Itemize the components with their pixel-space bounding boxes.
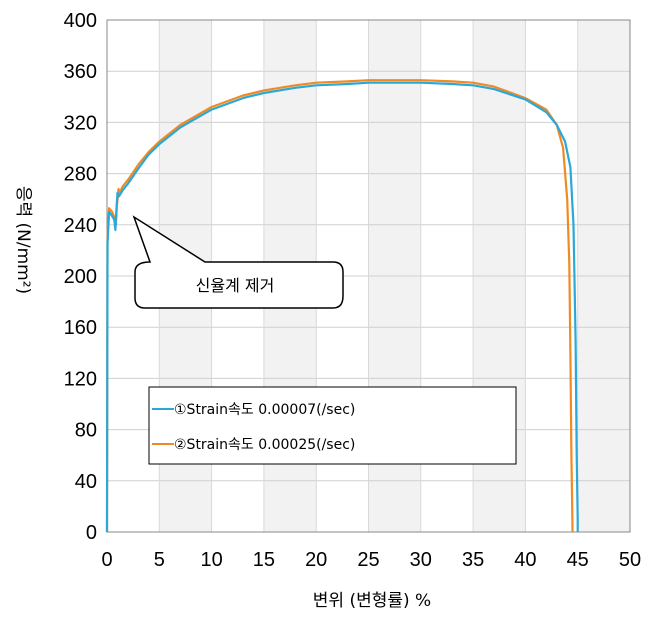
legend-box: [148, 386, 517, 465]
x-tick-label: 40: [514, 549, 536, 571]
callout-bubble: [132, 215, 344, 309]
x-tick-label: 35: [462, 549, 484, 571]
y-tick-label: 0: [86, 522, 97, 544]
x-tick-label: 50: [619, 549, 641, 571]
series-layer: [105, 79, 579, 533]
x-tick-label: 15: [253, 549, 275, 571]
y-tick-label: 200: [64, 266, 97, 288]
y-tick-label: 360: [64, 61, 97, 83]
y-axis-ticks: 0 40 80 120 160 200 240 280 320 360 400: [64, 10, 97, 544]
x-axis-title: 변위 (변형률) %: [313, 591, 431, 611]
y-tick-label: 280: [64, 164, 97, 186]
x-tick-label: 45: [567, 549, 589, 571]
x-tick-label: 5: [154, 549, 165, 571]
callout-text: 신율계 제거: [196, 276, 275, 295]
x-tick-label: 25: [357, 549, 379, 571]
y-tick-label: 320: [64, 112, 97, 134]
y-tick-label: 80: [75, 420, 97, 442]
legend-label-1: ①Strain속도 0.00007(/sec): [174, 402, 355, 418]
legend: ①Strain속도 0.00007(/sec) ②Strain속도 0.0002…: [148, 386, 517, 465]
y-tick-label: 120: [64, 368, 97, 390]
legend-label-2: ②Strain속도 0.00025(/sec): [174, 437, 355, 453]
y-tick-label: 160: [64, 317, 97, 339]
x-tick-label: 30: [410, 549, 432, 571]
y-axis-title: 응력 (N/mm²): [13, 186, 33, 294]
series-line-1: [105, 81, 579, 533]
x-axis-ticks: 0 5 10 15 20 25 30 35 40 45 50: [101, 549, 641, 571]
x-tick-label: 20: [305, 549, 327, 571]
x-tick-label: 0: [101, 549, 112, 571]
x-tick-label: 10: [200, 549, 222, 571]
y-tick-label: 40: [75, 471, 97, 493]
callout: 신율계 제거: [132, 215, 344, 309]
y-tick-label: 240: [64, 215, 97, 237]
y-tick-label: 400: [64, 10, 97, 32]
